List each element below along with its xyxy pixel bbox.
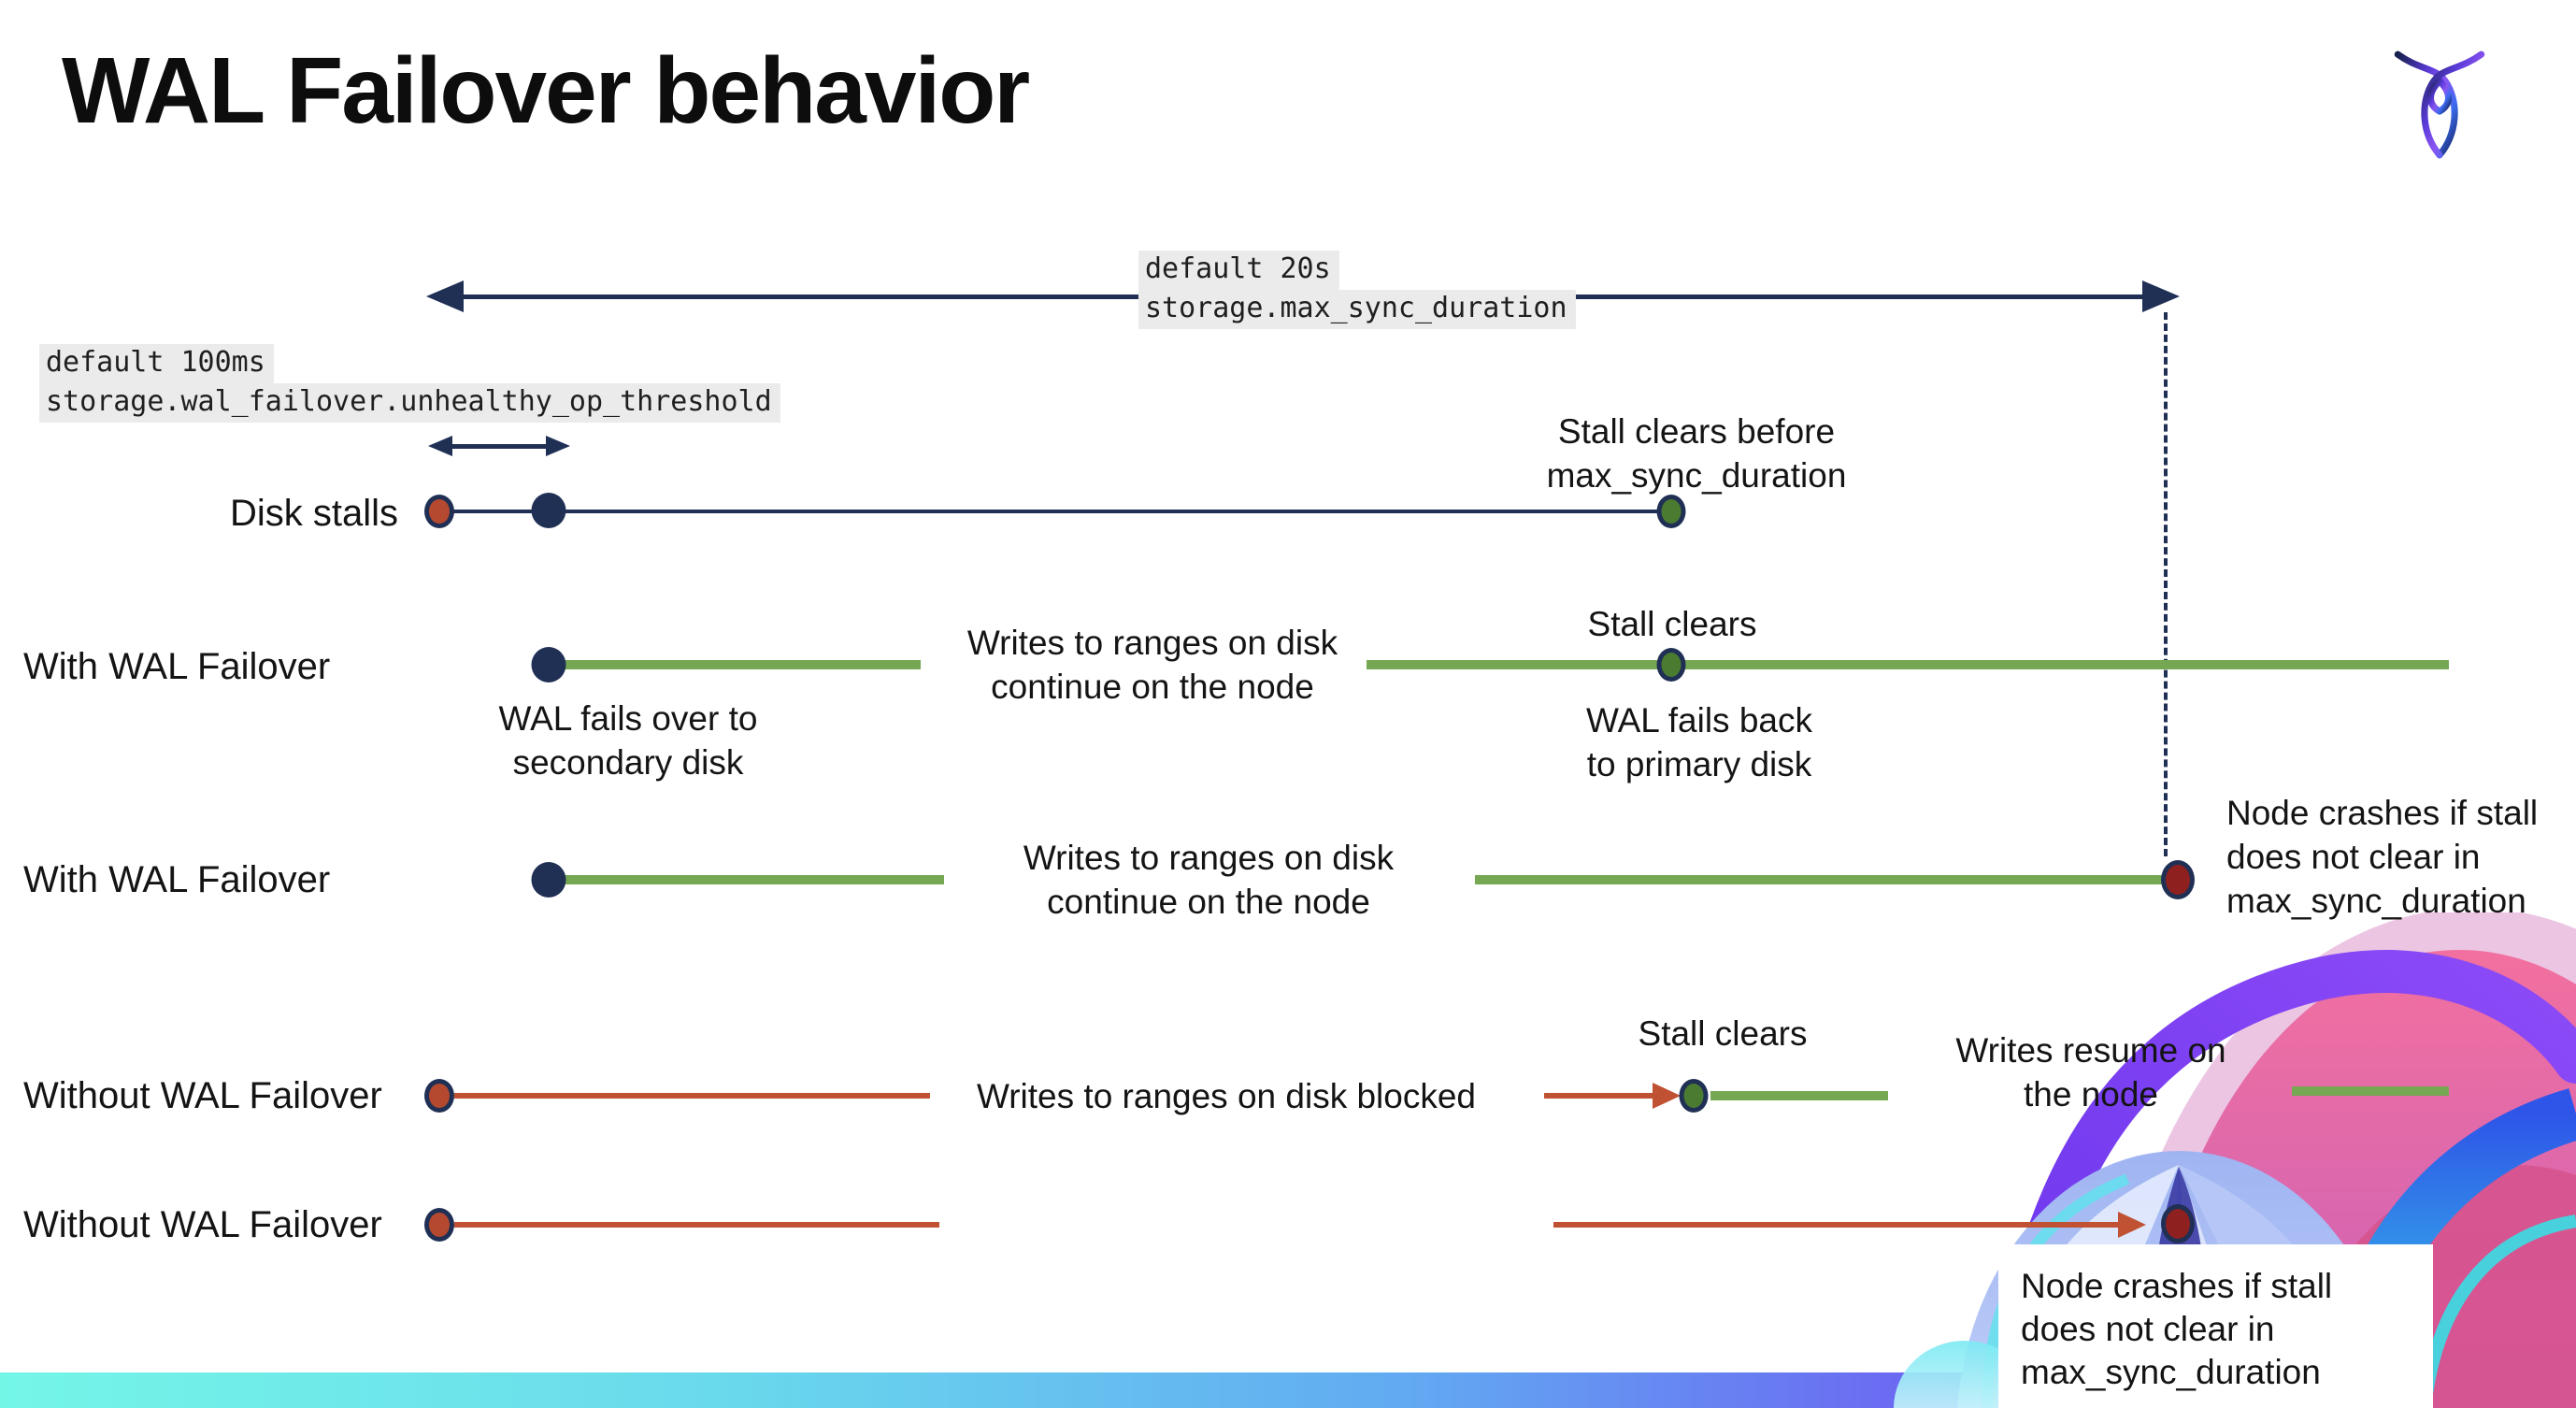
healthy-writes-line [565, 875, 944, 884]
row-label-disk-stalls: Disk stalls [230, 493, 399, 534]
writes-continue-caption: Writes to ranges on disk continue on the… [966, 624, 1338, 706]
stall-clears-before-caption: Stall clears before max_sync_duration [1546, 412, 1847, 495]
node-crash-dot [2161, 860, 2195, 899]
resumed-writes-line [2292, 1086, 2449, 1096]
failover-dot [531, 647, 566, 682]
node-crash-dot [2161, 1204, 2195, 1243]
arrow-left-head-icon [428, 436, 452, 456]
healthy-writes-line [565, 660, 921, 669]
page-title: WAL Failover behavior [62, 38, 1030, 143]
unhealthy-op-setting-label: storage.wal_failover.unhealthy_op_thresh… [39, 383, 780, 423]
stall-start-dot [424, 495, 454, 528]
node-crashes-callout-box: Node crashes if stall does not clear in … [1998, 1244, 2433, 1408]
wal-fails-back-caption: WAL fails back to primary disk [1586, 701, 1812, 783]
blocked-writes-line [454, 1093, 930, 1099]
writes-continue-caption: Writes to ranges on disk continue on the… [1023, 839, 1395, 921]
node-crashes-caption: Node crashes if stall does not clear in … [2021, 1267, 2333, 1391]
row-label-without-wal-failover: Without WAL Failover [23, 1075, 382, 1116]
row-label-with-wal-failover: With WAL Failover [23, 859, 331, 900]
stall-start-dot [424, 1208, 454, 1242]
max-sync-default-label: default 20s [1138, 251, 1339, 290]
failover-dot [531, 862, 566, 898]
stall-clears-caption: Stall clears [1587, 605, 1757, 643]
arrow-right-head-icon [1653, 1083, 1681, 1109]
arrow-right-head-icon [546, 436, 570, 456]
row-label-without-wal-failover: Without WAL Failover [23, 1204, 382, 1245]
wal-fails-over-caption: WAL fails over to secondary disk [498, 699, 758, 782]
max-sync-setting-label: storage.max_sync_duration [1138, 290, 1576, 329]
unhealthy-op-default-label: default 100ms [39, 344, 274, 383]
writes-blocked-caption: Writes to ranges on disk blocked [976, 1077, 1477, 1115]
arrow-right-head-icon [2142, 280, 2180, 312]
healthy-writes-line [1367, 660, 2449, 669]
writes-resume-caption: Writes resume on the node [1955, 1031, 2226, 1113]
blocked-writes-line [1544, 1093, 1656, 1099]
row-label-with-wal-failover: With WAL Failover [23, 646, 331, 687]
stall-clears-caption: Stall clears [1638, 1014, 1808, 1053]
stall-clears-dot [1679, 1079, 1709, 1113]
disk-stalls-timeline [439, 510, 1671, 513]
max-sync-deadline-dashed-line [2164, 312, 2168, 856]
threshold-dot [531, 493, 566, 528]
cockroachdb-logo-icon [2394, 50, 2485, 159]
healthy-writes-line [1475, 875, 2167, 884]
resumed-writes-line [1710, 1091, 1888, 1100]
arrow-right-head-icon [2118, 1212, 2146, 1238]
stall-clears-dot [1656, 648, 1686, 682]
stall-start-dot [424, 1079, 454, 1113]
blocked-writes-line [1553, 1222, 2120, 1228]
threshold-arrow-line [443, 444, 553, 449]
arrow-left-head-icon [426, 280, 464, 312]
blocked-writes-line [454, 1222, 939, 1228]
stall-clears-dot [1656, 495, 1686, 528]
node-crashes-caption: Node crashes if stall does not clear in … [2226, 794, 2539, 920]
